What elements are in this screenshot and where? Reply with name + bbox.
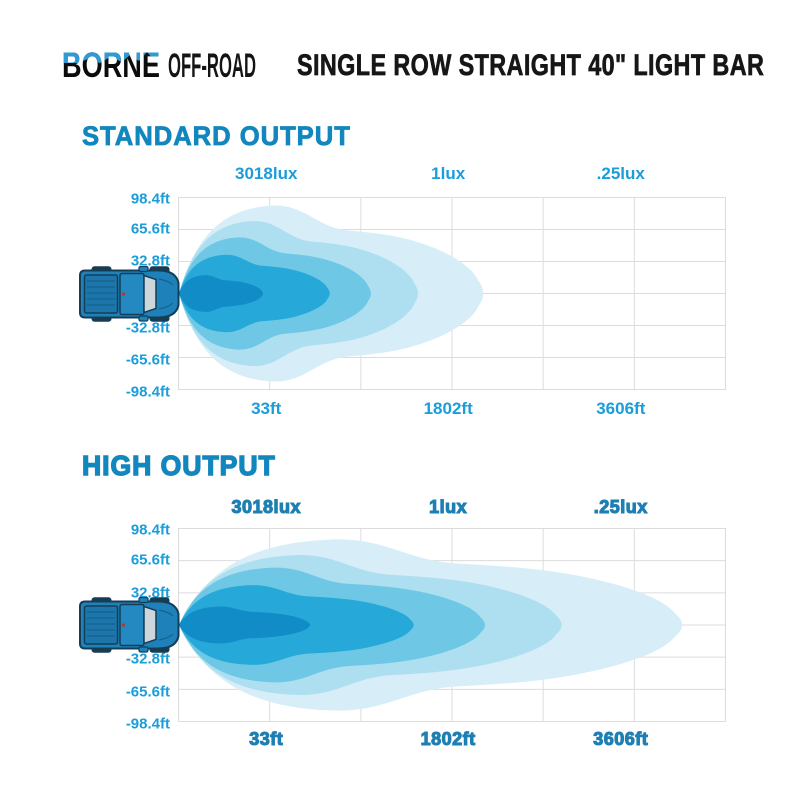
y-axis-tick: -32.8ft bbox=[125, 319, 170, 337]
y-axis-tick: 98.4ft bbox=[130, 190, 170, 208]
standard-distance-label-row: 33ft 1802ft 3606ft bbox=[178, 399, 726, 421]
standard-beam-plot bbox=[178, 197, 726, 390]
brand-text: BORNE bbox=[62, 46, 160, 85]
page-title: SINGLE ROW STRAIGHT 40" LIGHT BAR bbox=[297, 49, 765, 83]
high-beam-plot bbox=[178, 528, 726, 722]
lux-label: .25lux bbox=[593, 496, 648, 517]
brand-suffix-text: OFF-ROAD bbox=[168, 47, 256, 85]
lux-label: 3018lux bbox=[235, 164, 298, 183]
y-axis-tick: -65.6ft bbox=[125, 351, 170, 369]
distance-label: 3606ft bbox=[596, 399, 646, 418]
y-axis-tick: -65.6ft bbox=[125, 683, 170, 701]
distance-label: 33ft bbox=[249, 728, 284, 749]
distance-label: 3606ft bbox=[593, 728, 649, 749]
lux-label: 1lux bbox=[429, 496, 468, 517]
high-y-axis-labels: 98.4ft 65.6ft 32.8ft -32.8ft -65.6ft -98… bbox=[60, 521, 170, 732]
y-axis-tick: -98.4ft bbox=[125, 383, 170, 401]
lux-label: 3018lux bbox=[231, 496, 301, 517]
distance-label: 1802ft bbox=[420, 728, 476, 749]
truck-top-view-icon bbox=[79, 266, 180, 322]
lux-label: .25lux bbox=[596, 164, 645, 183]
y-axis-tick: 65.6ft bbox=[130, 551, 170, 569]
high-lux-label-row: 3018lux 1lux .25lux bbox=[178, 496, 726, 519]
truck-top-view-icon bbox=[79, 597, 180, 653]
lux-label: 1lux bbox=[431, 164, 466, 183]
y-axis-tick: 98.4ft bbox=[130, 521, 170, 539]
high-output-heading: HIGH OUTPUT bbox=[81, 449, 276, 481]
y-axis-tick: -32.8ft bbox=[125, 650, 170, 668]
y-axis-tick: -98.4ft bbox=[125, 715, 170, 733]
high-distance-label-row: 33ft 1802ft 3606ft bbox=[178, 728, 726, 751]
standard-output-heading: STANDARD OUTPUT bbox=[82, 121, 351, 152]
standard-y-axis-labels: 98.4ft 65.6ft 32.8ft -32.8ft -65.6ft -98… bbox=[60, 190, 170, 400]
y-axis-tick: 65.6ft bbox=[130, 220, 170, 238]
standard-lux-label-row: 3018lux 1lux .25lux bbox=[178, 164, 726, 186]
distance-label: 33ft bbox=[251, 399, 282, 418]
y-axis-tick: 32.8ft bbox=[130, 252, 170, 270]
borne-offroad-logo: BORNE BORNE OFF-ROAD bbox=[62, 46, 256, 85]
distance-label: 1802ft bbox=[423, 399, 473, 418]
